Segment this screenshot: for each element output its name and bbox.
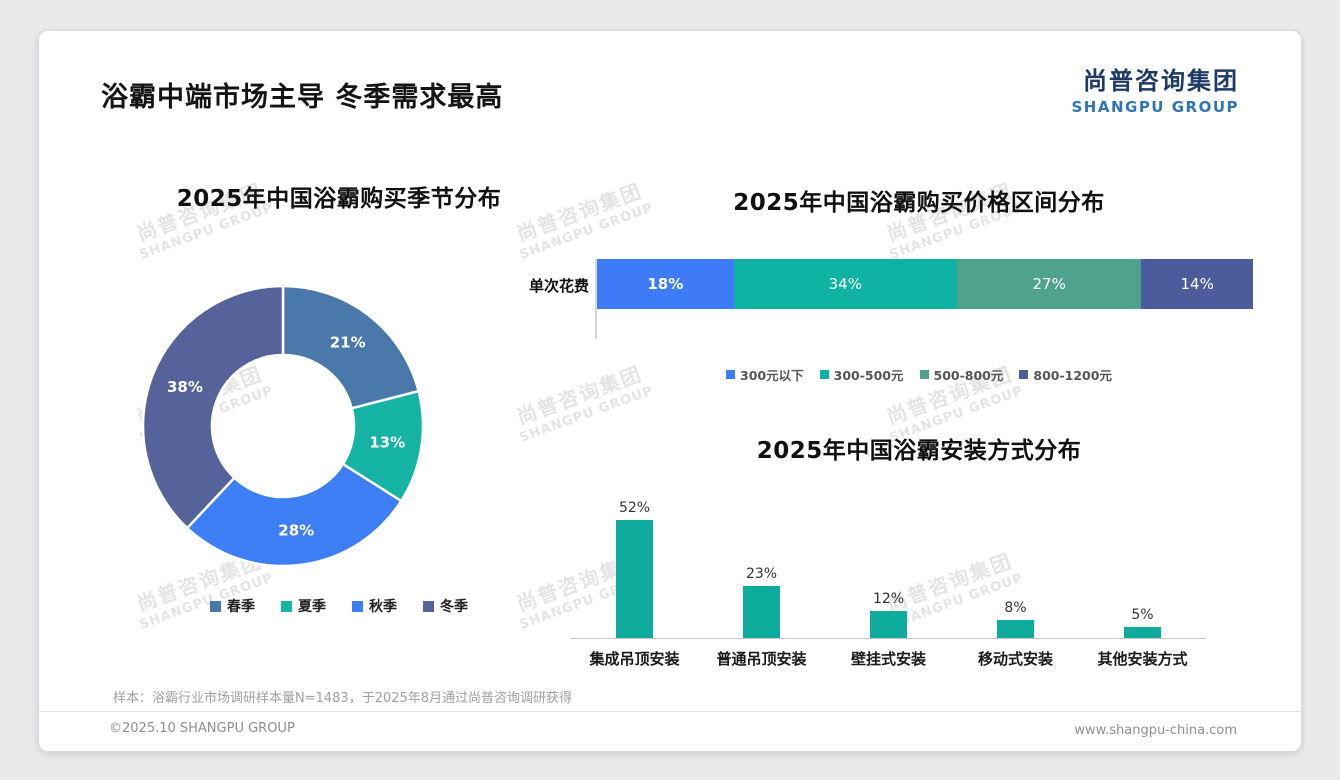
price-stacked-bar: 18% 34% 27% 14%	[597, 259, 1253, 309]
install-bar-label: 壁挂式安装	[850, 650, 926, 668]
donut-segment-3	[141, 284, 285, 530]
logo-chinese-name: 尚普咨询集团	[1083, 67, 1239, 95]
donut-segment-value: 38%	[167, 378, 203, 396]
legend-label: 夏季	[298, 599, 326, 615]
legend-label: 冬季	[440, 599, 468, 615]
company-logo: 尚普咨询集团 SHANGPU GROUP	[1071, 61, 1239, 116]
price-segment-3: 14%	[1141, 259, 1253, 309]
install-category-labels: 集成吊顶安装 普通吊顶安装 壁挂式安装 移动式安装 其他安装方式	[571, 648, 1206, 669]
install-bar-group: 23%	[698, 566, 825, 638]
install-bar	[870, 611, 907, 638]
install-bar-value: 52%	[618, 500, 651, 516]
season-chart-title: 2025年中国浴霸购买季节分布	[176, 186, 502, 212]
season-donut-chart: 21% 13% 28% 38%	[141, 284, 425, 568]
install-bar-label: 普通吊顶安装	[716, 650, 807, 668]
legend-label: 秋季	[369, 599, 397, 615]
price-segment-0: 18%	[597, 259, 734, 309]
price-segment-value: 27%	[1032, 275, 1066, 293]
legend-swatch	[352, 600, 363, 612]
price-bar-axis: 18% 34% 27% 14%	[595, 259, 1253, 339]
donut-segment-value: 21%	[330, 334, 366, 352]
footer-divider	[39, 711, 1301, 712]
page-title: 浴霸中端市场主导 冬季需求最高	[101, 82, 504, 113]
price-chart-title: 2025年中国浴霸购买价格区间分布	[733, 190, 1105, 216]
legend-label: 300-500元	[833, 368, 904, 383]
install-bar	[997, 620, 1034, 638]
price-chart-row: 单次花费 18% 34% 27% 14%	[509, 259, 1253, 339]
donut-segment-0	[281, 284, 421, 410]
season-chart-legend: 春季 夏季 秋季 冬季	[59, 596, 619, 616]
footer-copyright: ©2025.10 SHANGPU GROUP	[109, 721, 295, 736]
install-bar-label: 移动式安装	[977, 650, 1053, 668]
install-bar-group: 8%	[952, 600, 1079, 638]
legend-label: 500-800元	[933, 368, 1004, 383]
legend-label: 800-1200元	[1033, 368, 1112, 383]
season-legend-item: 冬季	[423, 596, 468, 616]
install-bar-chart: 52% 23% 12% 8% 5%	[571, 486, 1206, 639]
install-bar-group: 5%	[1079, 607, 1206, 638]
legend-swatch	[726, 370, 736, 379]
install-bar-value: 5%	[1131, 607, 1154, 623]
donut-segment-value: 28%	[278, 522, 314, 540]
legend-swatch	[919, 370, 929, 379]
install-bar-label: 集成吊顶安装	[589, 650, 680, 668]
price-segment-1: 34%	[733, 259, 958, 309]
install-bar	[743, 586, 780, 638]
legend-swatch	[1019, 370, 1029, 379]
donut-segment-2	[185, 462, 403, 568]
price-segment-value: 34%	[828, 275, 862, 293]
donut-segment-value: 13%	[369, 434, 405, 452]
install-bar-label: 其他安装方式	[1097, 650, 1188, 668]
season-chart-section: 2025年中国浴霸购买季节分布	[59, 179, 619, 213]
legend-swatch	[281, 600, 292, 612]
price-legend-item: 500-800元	[919, 365, 1004, 384]
price-legend-item: 300元以下	[726, 365, 804, 384]
price-segment-value: 18%	[647, 275, 684, 293]
legend-label: 春季	[227, 599, 255, 615]
season-legend-item: 秋季	[352, 596, 397, 616]
install-bar-group: 52%	[571, 500, 698, 638]
season-legend-item: 夏季	[281, 596, 326, 616]
install-bar	[616, 520, 653, 638]
legend-label: 300元以下	[740, 368, 804, 383]
legend-swatch	[423, 600, 434, 612]
install-bar	[1124, 627, 1161, 638]
install-bar-value: 12%	[872, 591, 905, 607]
install-bar-value: 8%	[1004, 600, 1027, 616]
install-bar-group: 12%	[825, 591, 952, 638]
logo-english-name: SHANGPU GROUP	[1071, 98, 1239, 116]
price-legend-item: 800-1200元	[1019, 365, 1112, 384]
install-bar-value: 23%	[745, 566, 778, 582]
install-chart-title: 2025年中国浴霸安装方式分布	[756, 438, 1082, 464]
price-legend-item: 300-500元	[819, 365, 904, 384]
price-segment-2: 27%	[957, 259, 1142, 309]
legend-swatch	[210, 600, 221, 612]
legend-swatch	[819, 370, 829, 379]
footer-website: www.shangpu-china.com	[1074, 723, 1237, 738]
sample-note: 样本：浴霸行业市场调研样本量N=1483，于2025年8月通过尚普咨询调研获得	[113, 691, 573, 706]
price-segment-value: 14%	[1180, 275, 1214, 293]
price-row-label: 单次花费	[528, 277, 589, 295]
price-chart-legend: 300元以下 300-500元 500-800元 800-1200元	[599, 365, 1239, 384]
season-legend-item: 春季	[210, 596, 255, 616]
slide-card: 尚普咨询集团 SHANGPU GROUP 尚普咨询集团 SHANGPU GROUP 尚普…	[38, 30, 1302, 752]
